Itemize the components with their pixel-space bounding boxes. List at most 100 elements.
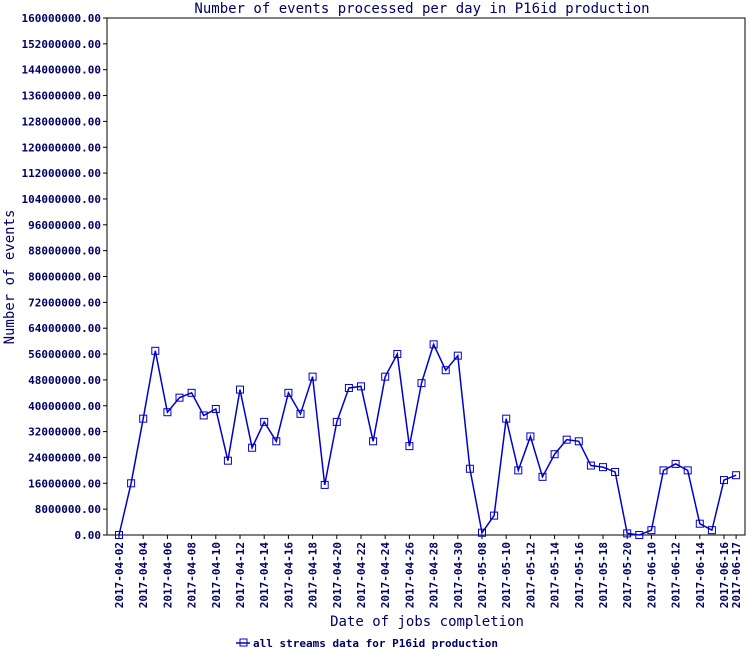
y-tick-label: 120000000.00 [22,141,101,154]
y-tick-label: 32000000.00 [28,426,101,439]
y-tick-label: 40000000.00 [28,400,101,413]
data-point [478,528,486,537]
y-tick-label: 80000000.00 [28,271,101,284]
data-point [562,435,571,444]
data-point [248,443,257,452]
data-point [623,529,632,538]
data-point [635,531,644,539]
x-tick-label: 2017-04-08 [186,542,199,608]
x-tick-label: 2017-04-20 [331,542,344,608]
data-point [393,350,402,359]
data-point [332,417,341,426]
y-tick-label: 72000000.00 [28,296,101,309]
data-point [707,526,716,535]
x-tick-label: 2017-04-26 [403,542,416,609]
y-tick-label: 8000000.00 [35,503,101,516]
y-tick-label: 64000000.00 [28,322,101,335]
data-point [236,385,244,394]
data-point [127,479,136,488]
series-line [118,342,737,536]
data-point [538,472,547,481]
data-point [260,417,269,426]
x-tick-label: 2017-05-12 [524,542,537,608]
y-tick-label: 88000000.00 [28,245,101,258]
x-tick-label: 2017-05-16 [573,542,586,609]
x-tick-label: 2017-04-16 [282,542,295,609]
data-point [381,372,390,381]
data-point [199,411,208,420]
data-point [151,346,160,355]
y-tick-label: 136000000.00 [22,90,101,103]
y-tick-label: 144000000.00 [22,64,101,77]
data-point [586,461,595,470]
data-point [272,437,281,446]
y-tick-label: 112000000.00 [22,167,101,180]
data-point [683,466,692,475]
data-point [514,466,523,475]
x-tick-label: 2017-06-16 [718,542,731,609]
data-point [429,340,438,349]
data-point [550,450,559,459]
x-tick-label: 2017-06-14 [694,542,707,609]
data-point [417,379,426,388]
x-tick-label: 2017-04-14 [258,542,271,609]
legend: all streams data for P16id production [236,637,498,650]
x-tick-label: 2017-04-28 [428,542,441,608]
data-point [659,466,668,475]
y-tick-label: 16000000.00 [28,477,101,490]
x-tick-label: 2017-05-20 [621,542,634,608]
data-point [671,459,680,468]
x-axis-title: Date of jobs completion [330,614,524,630]
data-point [465,464,474,473]
x-tick-label: 2017-04-12 [234,542,247,608]
plot-area-frame [106,17,746,536]
x-tick-label: 2017-05-14 [549,542,562,609]
y-tick-label: 128000000.00 [22,115,101,128]
x-tick-label: 2017-04-30 [452,542,465,608]
chart-title: Number of events processed per day in P1… [194,1,649,17]
data-point [187,388,196,397]
data-point [599,463,607,472]
y-tick-label: 96000000.00 [28,219,101,232]
legend-marker-swatch [239,638,248,647]
y-tick-label: 56000000.00 [28,348,101,361]
data-point [308,372,317,381]
data-point [211,404,220,413]
y-tick-label: 24000000.00 [28,451,101,464]
x-axis-ticks: 2017-04-02 2017-04-04 2017-04-06 2017-04-08… [113,535,743,608]
y-tick-label: 48000000.00 [28,374,101,387]
x-tick-label: 2017-06-12 [670,542,683,608]
data-point [647,526,656,535]
data-point [284,388,293,397]
data-point [453,351,462,360]
data-point [611,467,620,476]
y-tick-label: 104000000.00 [22,193,101,206]
data-point [441,366,450,375]
x-tick-label: 2017-05-08 [476,542,489,608]
y-axis-title: Number of events [2,210,18,345]
x-tick-label: 2017-04-06 [161,542,174,609]
data-point [344,383,353,392]
series-layer [115,340,741,539]
data-point [320,480,329,489]
data-point [502,414,511,423]
x-tick-label: 2017-04-04 [137,542,150,609]
data-point [357,382,365,391]
x-tick-label: 2017-04-22 [355,542,368,608]
y-tick-label: 152000000.00 [22,38,101,51]
y-tick-label: 0.00 [75,529,102,542]
data-point [526,432,535,441]
x-tick-label: 2017-04-18 [307,542,320,608]
x-tick-label: 2017-04-02 [113,542,126,608]
data-point [163,408,172,417]
x-tick-label: 2017-06-10 [645,542,658,608]
x-tick-label: 2017-06-17 [730,542,743,608]
legend-label: all streams data for P16id production [253,637,498,650]
data-point [115,531,123,539]
data-point [175,393,184,402]
data-point [695,519,704,528]
x-tick-label: 2017-05-10 [500,542,513,608]
data-point [720,476,728,485]
x-tick-label: 2017-04-10 [210,542,223,608]
data-point [296,409,305,418]
